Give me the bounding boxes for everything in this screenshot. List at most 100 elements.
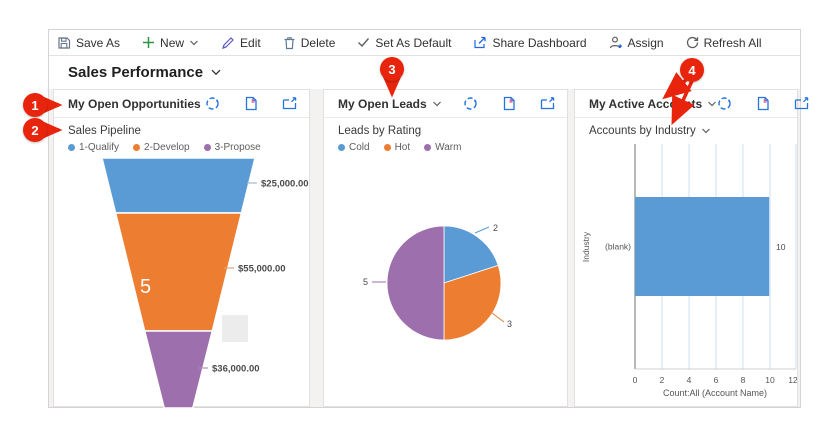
bar-chart-area: 10 (blank) Industry 0 2 4 6 8 10 12 Coun [575,139,798,406]
legend-dot [424,144,432,151]
refresh-chart-icon[interactable] [205,96,220,111]
pie-slice-warm[interactable] [386,225,445,341]
bar-tick-labels: 0 2 4 6 8 10 12 [633,375,798,385]
checkmark-icon [358,38,370,48]
share-icon [474,36,487,49]
bar-chart: 10 (blank) Industry 0 2 4 6 8 10 12 Coun [581,144,798,398]
edit-label: Edit [240,35,261,50]
svg-text:8: 8 [741,375,746,385]
svg-text:4: 4 [687,375,692,385]
bar-x-axis-title: Count:All (Account Name) [663,388,767,398]
expand-chart-icon[interactable] [540,97,555,110]
funnel-segment-3-propose[interactable] [143,330,214,409]
legend-dot [133,144,141,151]
save-as-button[interactable]: Save As [57,36,120,50]
trash-icon [284,36,295,49]
bar-value-label: 10 [776,242,786,252]
person-add-icon [609,36,622,49]
panel-my-open-opportunities: My Open Opportunities Sales Pipeline 1-Q… [53,89,310,409]
view-records-icon[interactable] [244,96,258,111]
pie-value-label-cold: 2 [493,223,498,233]
bar-category-label: (blank) [605,242,631,252]
panel1-title[interactable]: My Open Opportunities [68,96,201,111]
chart1-legend: 1-Qualify 2-Develop 3-Propose [68,142,295,153]
view-records-icon[interactable] [756,96,770,111]
panel3-title-chevron-icon[interactable] [707,100,717,108]
expand-chart-icon[interactable] [794,97,809,110]
pie-leader-cold [474,226,490,234]
pie-value-label-warm: 5 [363,277,368,287]
legend-dot [68,144,75,151]
legend-dot [338,144,345,151]
panel2-title[interactable]: My Open Leads [338,97,442,111]
funnel-value-label-1: $25,000.00 [261,179,309,190]
funnel-chart: 5 $25,000.00 $55,000.00 $36,000.00 [101,157,309,409]
funnel-hover-box [222,315,248,342]
add-icon [143,37,155,48]
panel2-header: My Open Leads [324,90,567,118]
funnel-value-label-3: $36,000.00 [212,364,260,375]
svg-text:0: 0 [633,375,638,385]
funnel-segment-1-qualify[interactable] [101,157,256,214]
refresh-icon [686,36,698,49]
refresh-chart-icon[interactable] [463,96,478,111]
pie-chart: 2 3 5 [363,223,512,341]
refresh-all-label: Refresh All [703,35,762,50]
legend-dot [383,144,391,151]
share-dashboard-button[interactable]: Share Dashboard [473,35,587,50]
page-title: Sales Performance [68,64,204,81]
pie-slices [386,225,502,341]
dashboard-grid: My Open Opportunities Sales Pipeline 1-Q… [49,89,809,409]
save-as-label: Save As [76,35,121,50]
callout-badge-2: 2 [23,118,47,142]
legend-item-cold[interactable]: Cold [338,142,370,153]
chart3-title-chevron-icon[interactable] [701,127,711,135]
funnel-count-label: 5 [140,276,151,298]
dashboard-container: Save As New Edit Delete Set As Default [48,29,809,409]
chevron-down-icon [190,40,198,45]
dashboard-selector-chevron-icon[interactable] [210,68,222,77]
legend-item-warm[interactable]: Warm [424,142,461,153]
chart2-title[interactable]: Leads by Rating [338,125,422,137]
chart1-title[interactable]: Sales Pipeline [68,125,141,137]
bar-rect[interactable] [635,197,770,296]
svg-text:6: 6 [714,375,719,385]
funnel-segment-2-develop[interactable] [114,212,243,332]
panel3-title[interactable]: My Active Accounts [589,97,717,111]
pie-slice-hot[interactable] [443,264,502,341]
delete-button[interactable]: Delete [283,36,335,50]
legend-item-1-qualify[interactable]: 1-Qualify [68,142,119,153]
legend-item-hot[interactable]: Hot [383,142,410,153]
assign-button[interactable]: Assign [609,36,664,50]
panel2-title-chevron-icon[interactable] [432,100,442,108]
assign-label: Assign [627,35,664,50]
chart3-title[interactable]: Accounts by Industry [589,125,783,137]
legend-item-3-propose[interactable]: 3-Propose [203,142,261,153]
bar-y-axis-title: Industry [581,231,591,262]
pie-chart-area: 2 3 5 [324,153,567,413]
legend-dot [203,144,211,151]
refresh-chart-icon[interactable] [717,96,732,111]
refresh-all-button[interactable]: Refresh All [686,36,762,50]
set-as-default-button[interactable]: Set As Default [357,36,451,50]
svg-text:10: 10 [765,375,775,385]
new-label: New [160,35,185,50]
callout-badge-3: 3 [380,57,404,81]
panel1-header: My Open Opportunities [54,90,309,118]
pie-value-label-hot: 3 [507,319,512,329]
edit-button[interactable]: Edit [221,36,261,50]
share-dashboard-label: Share Dashboard [492,35,587,50]
panel-my-open-leads: My Open Leads Leads by Rating Cold Hot W [323,89,568,407]
pie-slice-cold[interactable] [443,225,499,284]
new-button[interactable]: New [142,36,199,50]
legend-item-2-develop[interactable]: 2-Develop [133,142,190,153]
command-bar: Save As New Edit Delete Set As Default [49,30,800,56]
pie-leader-hot [491,312,505,323]
funnel-chart-area: 5 $25,000.00 $55,000.00 $36,000.00 [54,153,309,413]
svg-text:2: 2 [660,375,665,385]
view-records-icon[interactable] [502,96,516,111]
svg-text:12: 12 [788,375,797,385]
expand-chart-icon[interactable] [282,97,297,110]
panel3-header: My Active Accounts [575,90,809,118]
